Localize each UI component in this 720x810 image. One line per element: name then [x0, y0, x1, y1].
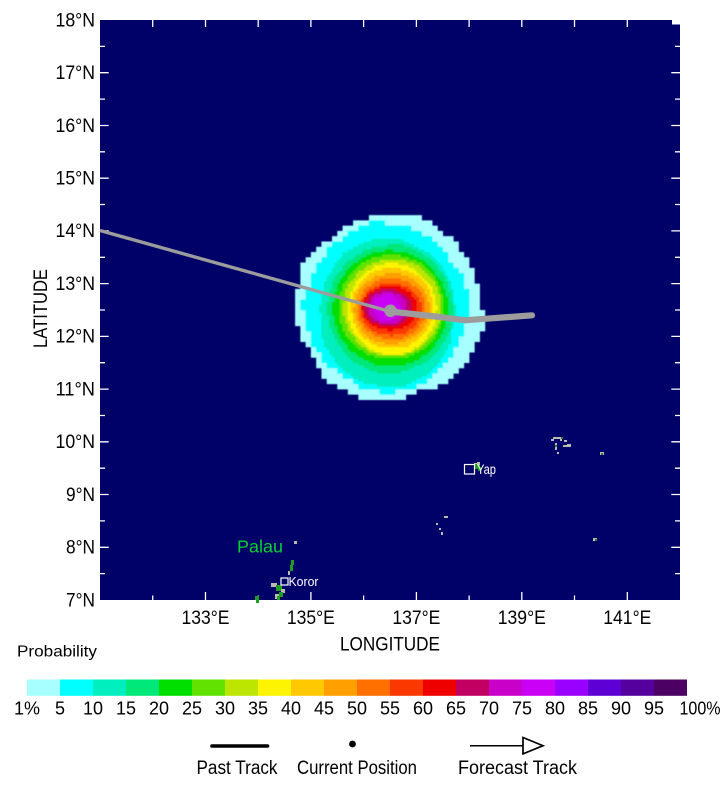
svg-text:55: 55 [380, 699, 400, 719]
svg-text:12°N: 12°N [56, 327, 96, 348]
svg-text:Forecast Track: Forecast Track [458, 758, 577, 779]
svg-text:Palau: Palau [237, 537, 283, 557]
svg-text:100%: 100% [680, 699, 720, 719]
svg-text:14°N: 14°N [56, 221, 96, 242]
svg-text:10°N: 10°N [56, 432, 96, 453]
svg-text:25: 25 [182, 699, 202, 719]
svg-text:35: 35 [248, 699, 268, 719]
svg-text:70: 70 [479, 699, 499, 719]
svg-text:18°N: 18°N [56, 10, 96, 31]
svg-text:7°N: 7°N [66, 590, 95, 611]
svg-text:30: 30 [215, 699, 235, 719]
svg-text:95: 95 [644, 699, 664, 719]
svg-text:20: 20 [149, 699, 169, 719]
svg-text:16°N: 16°N [56, 116, 96, 137]
svg-text:40: 40 [281, 699, 301, 719]
svg-text:Koror: Koror [289, 574, 320, 589]
svg-text:11°N: 11°N [56, 379, 96, 400]
svg-text:Current Position: Current Position [297, 758, 417, 779]
svg-text:135°E: 135°E [287, 608, 335, 629]
svg-text:9°N: 9°N [66, 485, 95, 506]
svg-text:50: 50 [347, 699, 367, 719]
svg-text:65: 65 [446, 699, 466, 719]
svg-text:141°E: 141°E [603, 608, 651, 629]
svg-text:80: 80 [545, 699, 565, 719]
svg-text:60: 60 [413, 699, 433, 719]
svg-text:5: 5 [55, 699, 65, 719]
svg-text:17°N: 17°N [56, 63, 96, 84]
svg-text:13°N: 13°N [56, 274, 96, 295]
svg-text:Past Track: Past Track [197, 758, 278, 779]
svg-text:45: 45 [314, 699, 334, 719]
svg-text:90: 90 [611, 699, 631, 719]
svg-text:8°N: 8°N [66, 538, 95, 559]
svg-text:15: 15 [116, 699, 136, 719]
svg-text:1%: 1% [14, 699, 40, 719]
svg-text:133°E: 133°E [182, 608, 230, 629]
svg-text:75: 75 [512, 699, 532, 719]
svg-text:Probability: Probability [17, 644, 97, 661]
svg-text:LATITUDE: LATITUDE [31, 269, 52, 348]
svg-text:85: 85 [578, 699, 598, 719]
svg-text:Yap: Yap [477, 462, 496, 477]
svg-text:137°E: 137°E [392, 608, 440, 629]
svg-text:LONGITUDE: LONGITUDE [340, 635, 440, 656]
svg-text:15°N: 15°N [56, 169, 96, 190]
svg-text:10: 10 [83, 699, 103, 719]
svg-text:139°E: 139°E [498, 608, 546, 629]
